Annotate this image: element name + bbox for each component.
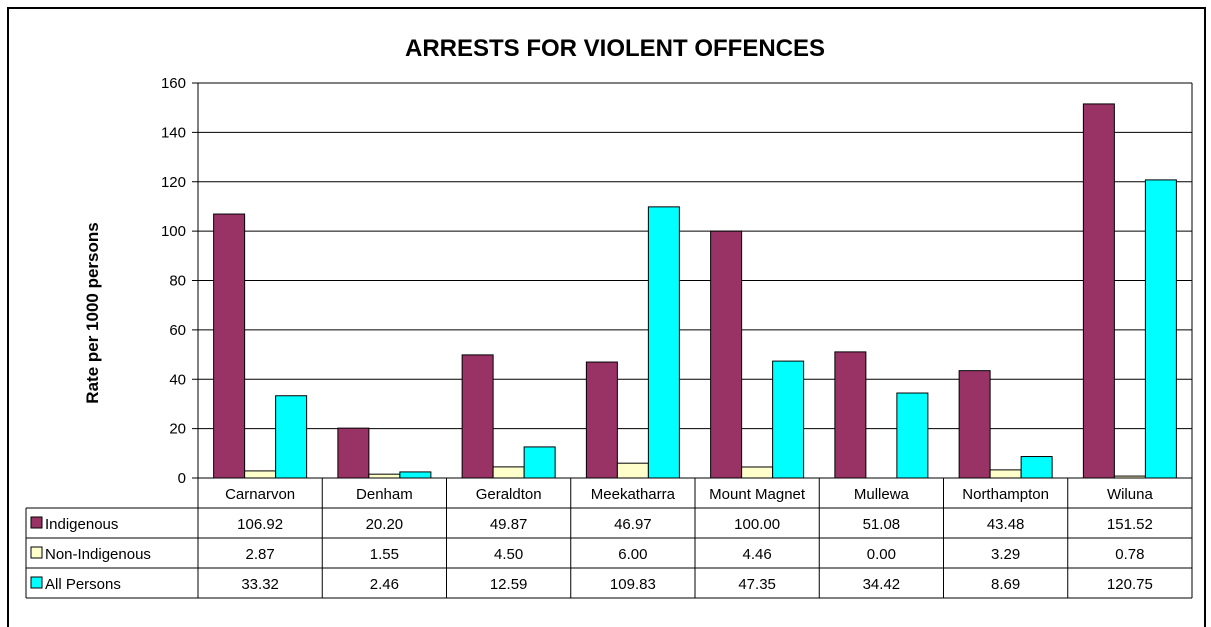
bar-all-persons-denham xyxy=(399,471,432,479)
bars xyxy=(213,103,1177,479)
x-tick-label: Meekatharra xyxy=(591,486,676,503)
bar-all-persons-geraldton xyxy=(523,446,556,479)
table-cell-value: 0.78 xyxy=(1115,546,1144,563)
y-axis-label: Rate per 1000 persons xyxy=(83,222,102,403)
bar-all-persons-mount-magnet xyxy=(772,360,805,479)
x-tick-label: Mullewa xyxy=(854,486,910,503)
y-tick-label: 160 xyxy=(161,75,186,92)
legend-label: Non-Indigenous xyxy=(45,546,151,563)
gridlines xyxy=(197,82,1193,479)
table-cell-value: 0.00 xyxy=(867,546,896,563)
table-cell-value: 34.42 xyxy=(863,576,901,593)
chart-title: ARRESTS FOR VIOLENT OFFENCES xyxy=(405,35,825,62)
y-tick-label: 60 xyxy=(169,322,186,339)
table-cell-value: 6.00 xyxy=(618,546,647,563)
table-cell-value: 33.32 xyxy=(241,576,279,593)
table-cell-value: 3.29 xyxy=(991,546,1020,563)
bar-indigenous-carnarvon xyxy=(213,213,246,479)
table-cell-value: 49.87 xyxy=(490,516,528,533)
legend-label: Indigenous xyxy=(45,516,118,533)
table-cell-value: 2.87 xyxy=(246,546,275,563)
y-tick-label: 80 xyxy=(169,273,186,290)
y-tick-label: 120 xyxy=(161,174,186,191)
bar-indigenous-wiluna xyxy=(1082,103,1115,479)
bar-non-indigenous-carnarvon xyxy=(244,470,277,479)
bar-non-indigenous-denham xyxy=(368,473,401,479)
legend-label: All Persons xyxy=(45,576,121,593)
legend-swatch xyxy=(30,576,43,589)
table-cell-value: 106.92 xyxy=(237,516,283,533)
x-tick-label: Denham xyxy=(356,486,413,503)
bar-non-indigenous-meekatharra xyxy=(616,462,649,479)
x-tick-label: Wiluna xyxy=(1107,486,1154,503)
table-cell-value: 43.48 xyxy=(987,516,1025,533)
bar-all-persons-carnarvon xyxy=(275,395,308,479)
bar-non-indigenous-geraldton xyxy=(492,466,525,479)
x-tick-label: Geraldton xyxy=(476,486,542,503)
bar-non-indigenous-wiluna xyxy=(1113,475,1146,479)
y-tick-label: 0 xyxy=(178,470,186,487)
x-tick-label: Mount Magnet xyxy=(709,486,806,503)
table-cell-value: 151.52 xyxy=(1107,516,1153,533)
chart-frame xyxy=(7,7,1206,627)
table-cell-value: 4.50 xyxy=(494,546,523,563)
table-cell-value: 1.55 xyxy=(370,546,399,563)
table-cell-value: 20.20 xyxy=(366,516,404,533)
legend-swatch xyxy=(30,546,43,559)
bar-non-indigenous-mount-magnet xyxy=(741,466,774,479)
table-cell-value: 47.35 xyxy=(738,576,776,593)
table-cell-value: 51.08 xyxy=(863,516,901,533)
table-cell-value: 120.75 xyxy=(1107,576,1153,593)
y-tick-label: 40 xyxy=(169,371,186,388)
bar-all-persons-mullewa xyxy=(896,392,929,479)
bar-indigenous-geraldton xyxy=(461,354,494,479)
bar-indigenous-mullewa xyxy=(834,351,867,479)
data-table: Carnarvon Denham Geraldton Meekatharra Mount… xyxy=(25,478,1193,599)
x-tick-label: Carnarvon xyxy=(225,486,295,503)
y-axis-ticks: 0 20 40 60 80 100 120 140 160 xyxy=(161,75,198,487)
table-cell-value: 2.46 xyxy=(370,576,399,593)
y-tick-label: 20 xyxy=(169,421,186,438)
bar-all-persons-meekatharra xyxy=(647,206,680,479)
table-cell-value: 8.69 xyxy=(991,576,1020,593)
bar-indigenous-denham xyxy=(337,427,370,479)
bar-indigenous-mount-magnet xyxy=(710,230,743,479)
bar-all-persons-wiluna xyxy=(1144,179,1177,479)
table-cell-value: 109.83 xyxy=(610,576,656,593)
x-tick-label: Northampton xyxy=(962,486,1049,503)
legend-swatch xyxy=(30,516,43,529)
y-tick-label: 140 xyxy=(161,124,186,141)
table-cell-value: 100.00 xyxy=(734,516,780,533)
bar-indigenous-meekatharra xyxy=(585,361,618,479)
bar-non-indigenous-northampton xyxy=(989,469,1022,479)
table-cell-value: 4.46 xyxy=(743,546,772,563)
bar-all-persons-northampton xyxy=(1020,456,1053,479)
table-cell-value: 12.59 xyxy=(490,576,528,593)
bar-indigenous-northampton xyxy=(958,370,991,479)
y-tick-label: 100 xyxy=(161,223,186,240)
table-cell-value: 46.97 xyxy=(614,516,652,533)
